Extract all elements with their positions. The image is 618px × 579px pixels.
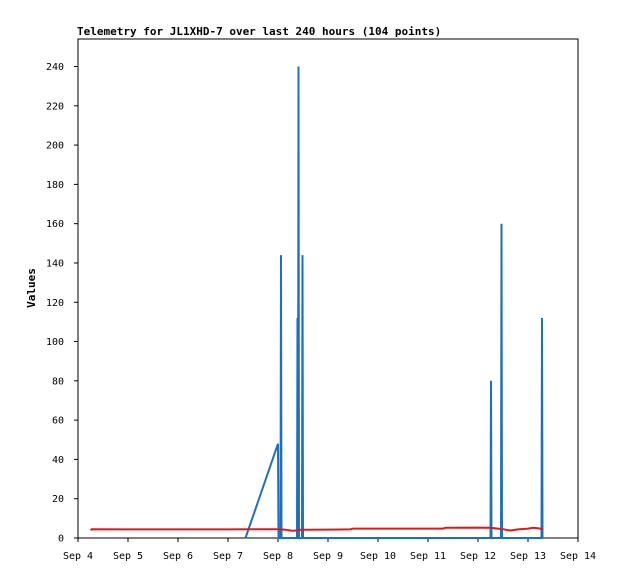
y-axis-label: Values — [25, 268, 38, 308]
y-tick-label: 240 — [46, 62, 64, 73]
y-tick-label: 80 — [52, 376, 64, 387]
x-tick-label: Sep 11 — [410, 551, 446, 562]
y-tick-label: 0 — [58, 534, 64, 545]
y-tick-label: 120 — [46, 298, 64, 309]
y-tick-label: 160 — [46, 219, 64, 230]
x-tick-label: Sep 7 — [213, 551, 243, 562]
y-tick-label: 180 — [46, 180, 64, 191]
y-tick-label: 40 — [52, 455, 64, 466]
y-tick-label: 60 — [52, 416, 64, 427]
y-axis: 0 20 40 60 80 100 120 140 160 180 200 220 240 — [46, 62, 78, 545]
plot-area — [77, 38, 579, 539]
x-tick-label: Sep 13 — [510, 551, 546, 562]
x-tick-label: Sep 8 — [263, 551, 293, 562]
x-tick-label: Sep 10 — [360, 551, 396, 562]
series-layer — [89, 66, 544, 539]
y-tick-label: 220 — [46, 101, 64, 112]
y-tick-label: 140 — [46, 258, 64, 269]
series-line-2 — [244, 66, 544, 539]
x-axis: Sep 4 Sep 5 Sep 6 Sep 7 Sep 8 Sep 9 Sep 10 Sep … — [63, 538, 596, 562]
x-tick-label: Sep 4 — [63, 551, 93, 562]
y-tick-label: 100 — [46, 337, 64, 348]
x-tick-label: Sep 14 — [560, 551, 596, 562]
x-tick-label: Sep 5 — [113, 551, 143, 562]
chart-title: Telemetry for JL1XHD-7 over last 240 hou… — [77, 25, 441, 38]
x-tick-label: Sep 9 — [313, 551, 343, 562]
x-tick-label: Sep 12 — [460, 551, 496, 562]
y-tick-label: 200 — [46, 141, 64, 152]
series-line-3 — [89, 526, 544, 532]
y-tick-label: 20 — [52, 494, 64, 505]
x-tick-label: Sep 6 — [163, 551, 193, 562]
